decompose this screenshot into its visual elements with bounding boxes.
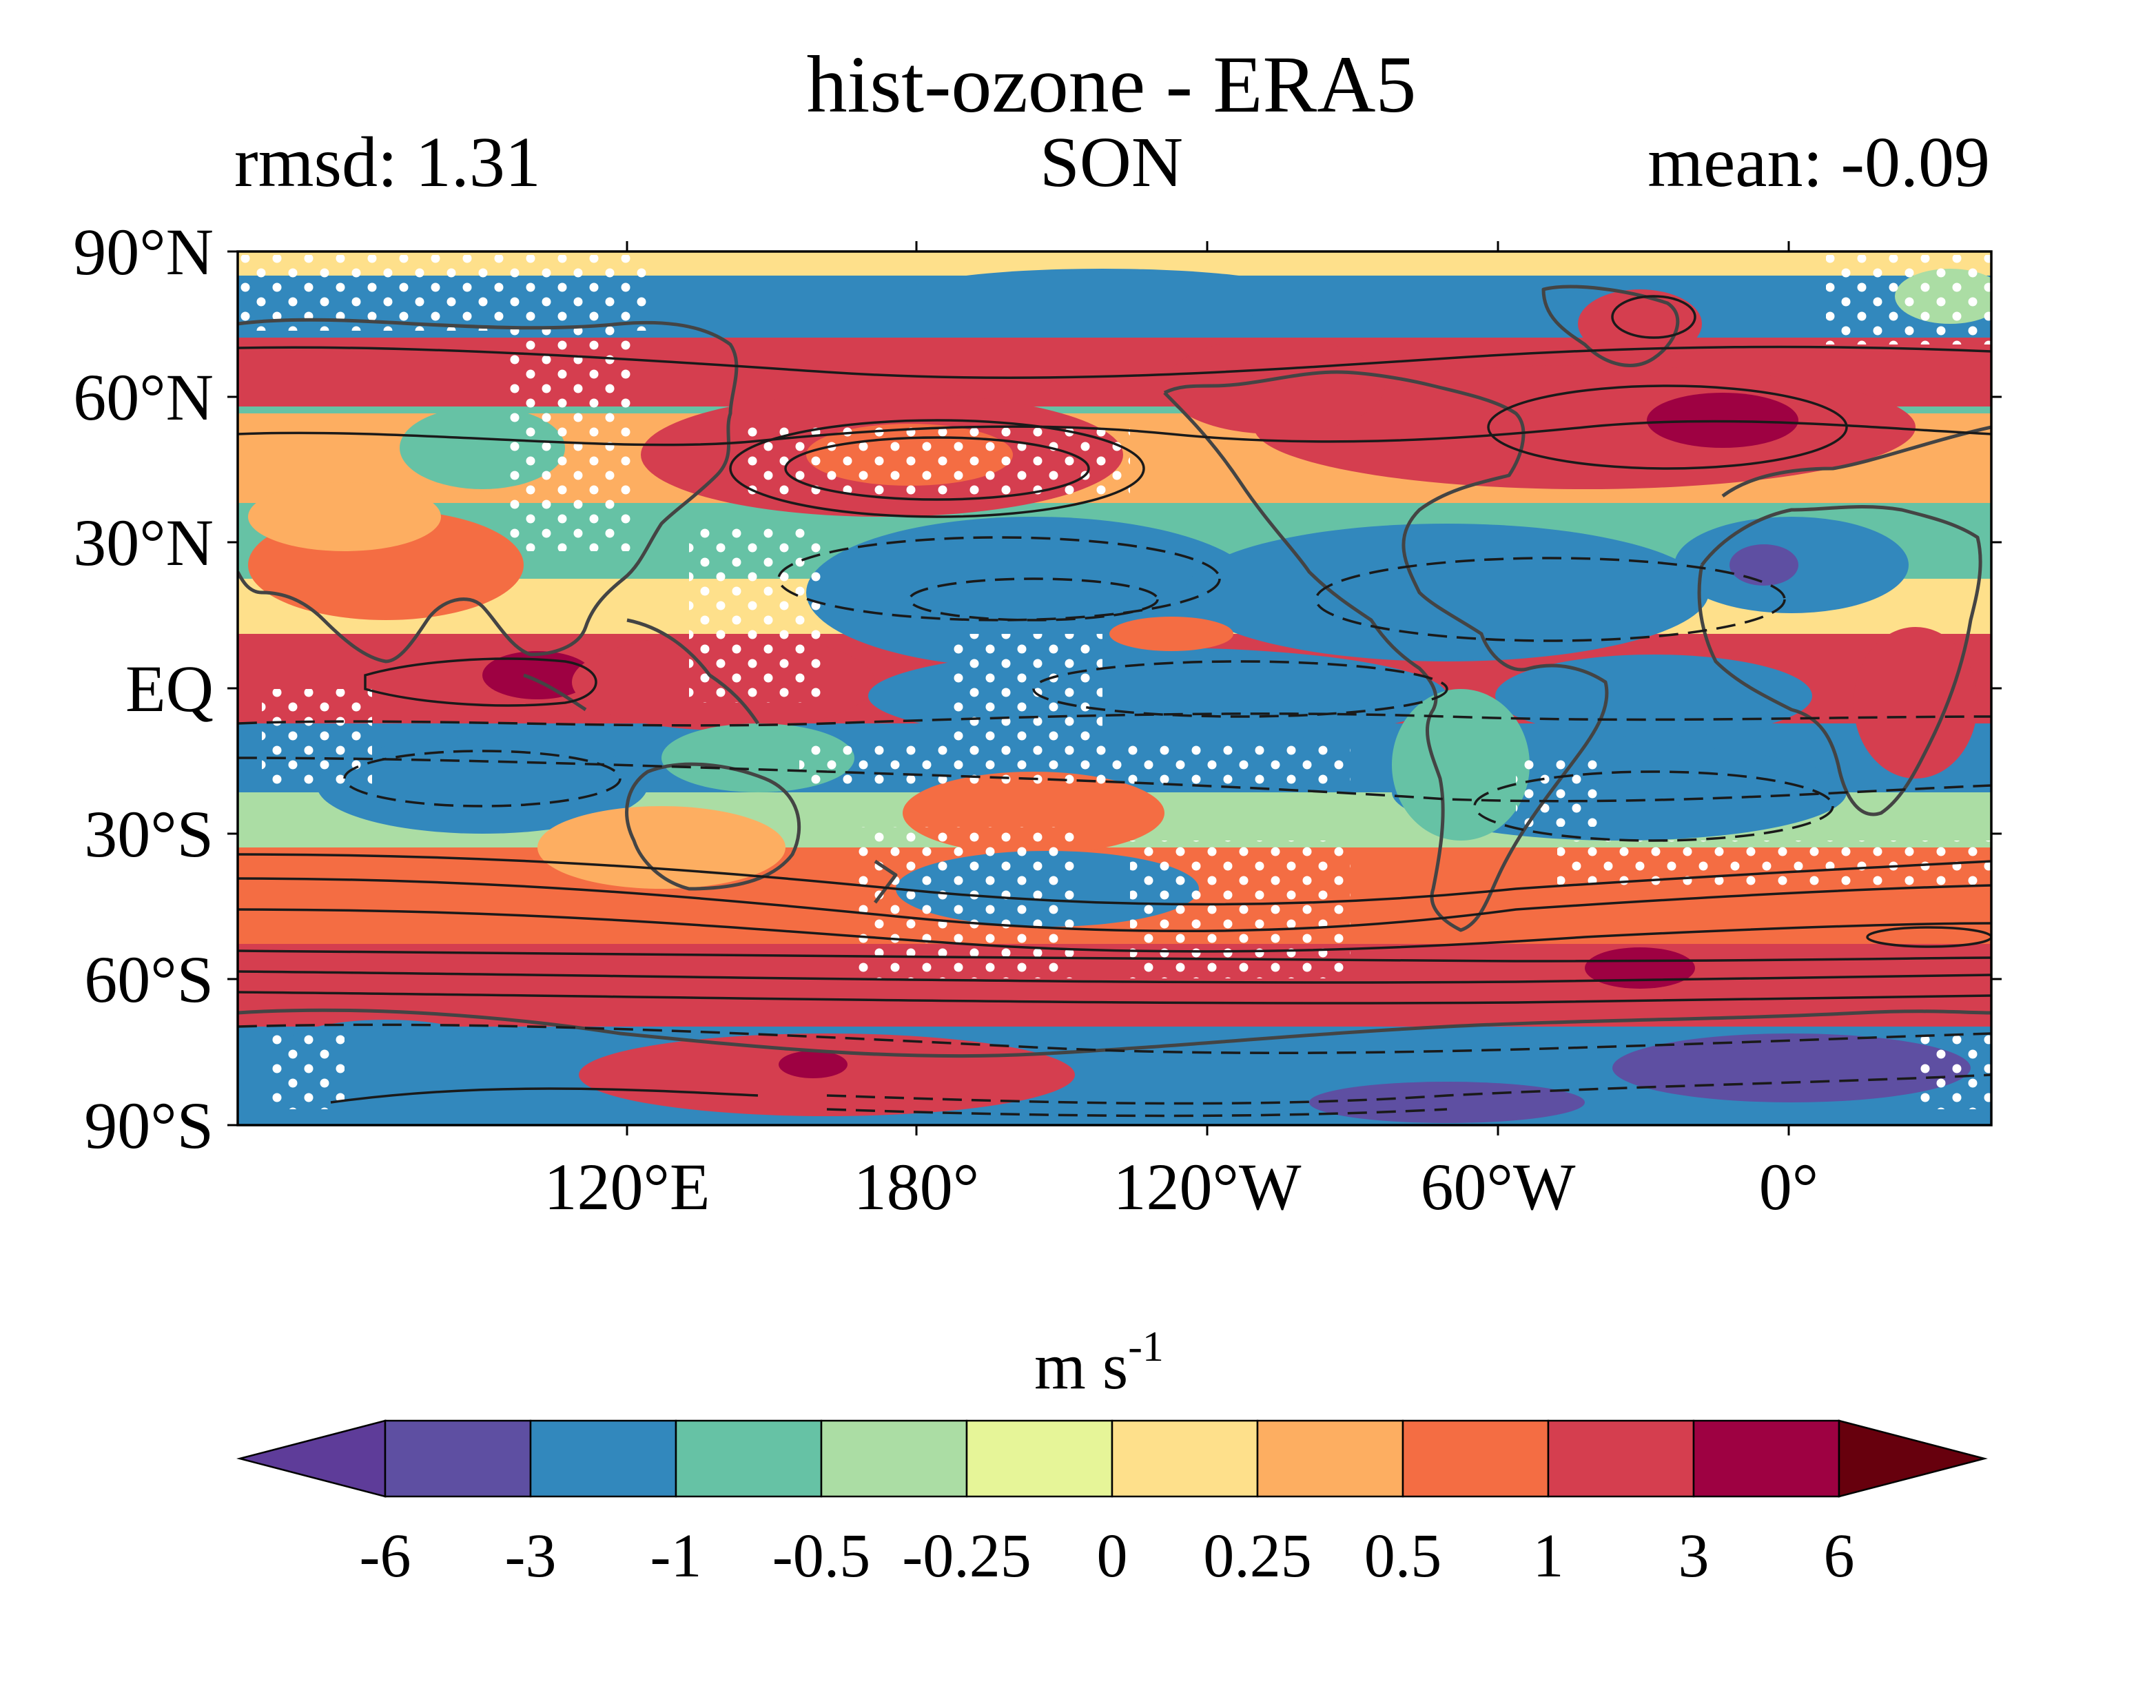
lon-label-180: 180° (854, 1150, 979, 1224)
colorbar-tick-label: 0 (1097, 1522, 1128, 1590)
coastlines (238, 285, 1991, 1058)
colorbar-tick-label: 6 (1824, 1522, 1855, 1590)
axis-ticks (227, 241, 2002, 1135)
colorbar-tick-label: 1 (1533, 1522, 1564, 1590)
colorbar-segment (820, 1419, 968, 1498)
lon-label-120w: 120°W (1113, 1150, 1302, 1224)
colorbar-segment (529, 1419, 677, 1498)
contours-solid (238, 295, 1991, 1104)
colorbar-segment (1547, 1419, 1695, 1498)
rmsd-label: rmsd: 1.31 (234, 123, 541, 202)
season-label: SON (1040, 123, 1183, 202)
colorbar-tick-label: -6 (360, 1522, 411, 1590)
lat-label-30s: 30°S (84, 797, 214, 871)
lat-label-60n: 60°N (73, 360, 214, 434)
significance-stippling (238, 255, 1991, 1109)
lat-label-90n: 90°N (73, 215, 214, 289)
colorbar-tick-label: 0.5 (1364, 1522, 1442, 1590)
colorbar-tick-label: -1 (650, 1522, 702, 1590)
colorbar-segment (675, 1419, 823, 1498)
lat-label-60s: 60°S (84, 943, 214, 1016)
colorbar-segment (965, 1419, 1113, 1498)
figure-title: hist-ozone - ERA5 (807, 39, 1417, 130)
lat-label-eq: EQ (125, 652, 214, 726)
lon-label-120e: 120°E (544, 1150, 710, 1224)
colorbar-tick-label: -0.25 (902, 1522, 1031, 1590)
colorbar-tick-label: -0.5 (772, 1522, 870, 1590)
mean-label: mean: -0.09 (1647, 123, 1990, 202)
colorbar-tick-label: 0.25 (1203, 1522, 1312, 1590)
colorbar-extend-low (236, 1419, 387, 1498)
latitude-labels: 90°N 60°N 30°N EQ 30°S 60°S 90°S (73, 215, 214, 1162)
contours-dashed (238, 536, 1991, 1118)
colorbar-segments (236, 1419, 1988, 1498)
colorbar-tick-labels: -6 -3 -1 -0.5 -0.25 0 0.25 0.5 1 3 6 (360, 1522, 1855, 1590)
lat-label-30n: 30°N (73, 506, 214, 579)
lon-label-0: 0° (1759, 1150, 1818, 1224)
colorbar-segment (1692, 1419, 1840, 1498)
colorbar-unit-label: m s-1 (1034, 1324, 1164, 1403)
lon-label-60w: 60°W (1421, 1150, 1576, 1224)
lat-label-90s: 90°S (84, 1089, 214, 1162)
colorbar: -6 -3 -1 -0.5 -0.25 0 0.25 0.5 1 3 6 (236, 1419, 1988, 1590)
colorbar-segment (1256, 1419, 1404, 1498)
map-panel (238, 251, 1991, 1125)
colorbar-segment (384, 1419, 532, 1498)
colorbar-tick-label: -3 (505, 1522, 557, 1590)
colorbar-segment (1111, 1419, 1259, 1498)
colorbar-tick-label: 3 (1678, 1522, 1710, 1590)
colorbar-extend-high (1838, 1419, 1988, 1498)
colorbar-segment (1402, 1419, 1550, 1498)
longitude-labels: 120°E 180° 120°W 60°W 0° (544, 1150, 1818, 1224)
